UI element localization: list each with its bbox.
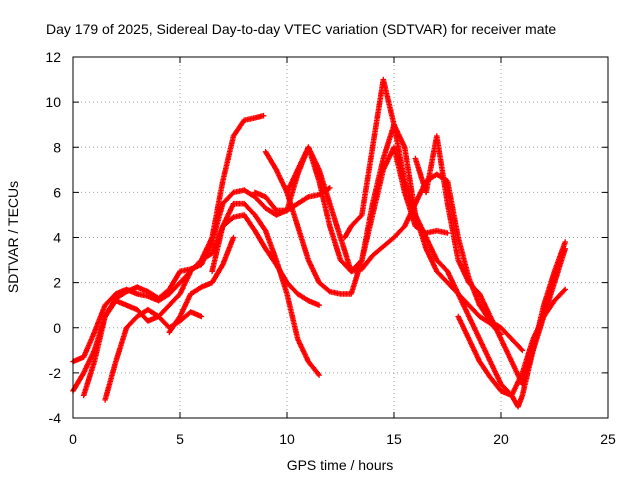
x-tick-label: 10 — [279, 431, 295, 447]
x-axis-ticks: 0 5 10 15 20 25 — [69, 57, 616, 447]
x-tick-label: 25 — [600, 431, 616, 447]
marker-track — [70, 112, 267, 394]
x-tick-label: 15 — [386, 431, 402, 447]
series-track-1 — [70, 112, 267, 394]
x-tick-label: 20 — [493, 431, 509, 447]
y-tick-label: -4 — [49, 410, 62, 426]
marker-track — [455, 286, 568, 399]
y-tick-label: 12 — [45, 49, 61, 65]
chart-title: Day 179 of 2025, Sidereal Day-to-day VTE… — [46, 21, 556, 37]
y-tick-label: 2 — [53, 275, 61, 291]
x-tick-label: 0 — [69, 431, 77, 447]
x-axis-label: GPS time / hours — [287, 457, 394, 473]
data-points — [70, 76, 568, 410]
marker-track — [209, 212, 322, 308]
y-tick-label: 10 — [45, 94, 61, 110]
marker-track — [166, 234, 237, 336]
x-tick-label: 5 — [176, 431, 184, 447]
series-track-11 — [412, 133, 568, 387]
y-tick-label: 8 — [53, 139, 61, 155]
y-tick-label: 4 — [53, 230, 61, 246]
y-axis-label: SDTVAR / TECUs — [5, 181, 21, 293]
series-track-12 — [455, 286, 568, 399]
y-tick-label: -2 — [49, 365, 62, 381]
series-track-5 — [166, 234, 237, 336]
marker-track — [412, 133, 568, 387]
y-tick-label: 0 — [53, 320, 61, 336]
y-tick-label: 6 — [53, 184, 61, 200]
series-track-6 — [209, 212, 322, 308]
y-axis-ticks: -4 -2 0 2 4 6 8 10 12 — [45, 49, 608, 426]
